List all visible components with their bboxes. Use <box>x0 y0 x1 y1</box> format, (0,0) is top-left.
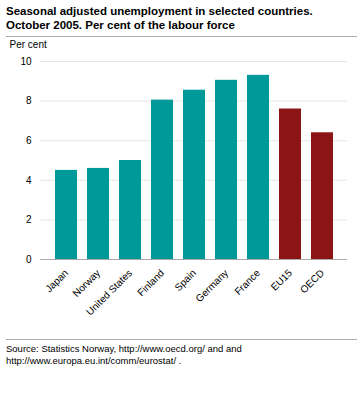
svg-text:10: 10 <box>20 56 32 67</box>
svg-text:France: France <box>232 267 262 297</box>
svg-text:EU15: EU15 <box>269 267 295 293</box>
svg-text:0: 0 <box>26 254 32 265</box>
html-text:Source: Statistics Norway, htt: Source: Statistics Norway, http://www.oe… <box>6 343 242 366</box>
svg-text:4: 4 <box>26 175 32 186</box>
html-text:October 2005. Per cent of the: October 2005. Per cent of the labour for… <box>6 19 235 31</box>
svg-text:6: 6 <box>26 135 32 146</box>
svg-text:Japan: Japan <box>43 267 70 294</box>
svg-text:2: 2 <box>26 214 32 225</box>
svg-text:Norway: Norway <box>70 267 102 299</box>
svg-text:8: 8 <box>26 95 32 106</box>
svg-text:Germany: Germany <box>193 267 230 304</box>
svg-text:Per cent: Per cent <box>10 39 47 50</box>
svg-text:Spain: Spain <box>172 267 198 293</box>
svg-text:Finland: Finland <box>135 267 166 298</box>
svg-text:OECD: OECD <box>298 267 326 295</box>
html-text:Seasonal adjusted unemployment: Seasonal adjusted unemployment in select… <box>6 5 313 17</box>
svg-text:United States: United States <box>84 267 134 317</box>
